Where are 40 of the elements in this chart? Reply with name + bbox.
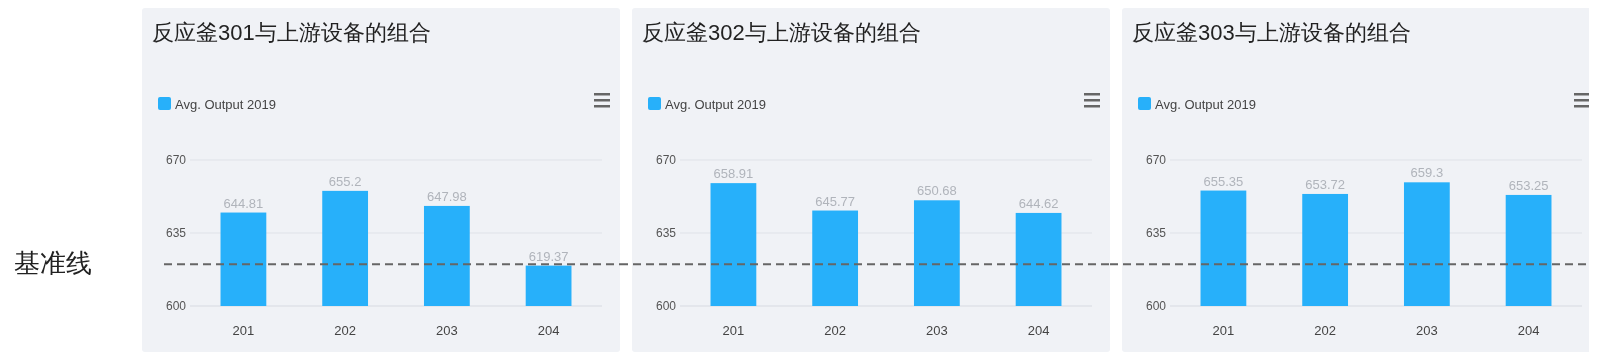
legend-label: Avg. Output 2019 xyxy=(1155,97,1256,112)
y-tick-label: 670 xyxy=(656,153,677,167)
x-tick-label: 203 xyxy=(926,323,948,338)
x-tick-label: 201 xyxy=(1212,323,1235,338)
x-tick-label: 201 xyxy=(722,323,745,338)
data-label: 655.2 xyxy=(328,173,362,189)
data-label: 647.98 xyxy=(426,188,467,204)
y-tick-label: 635 xyxy=(166,226,187,240)
chart-title: 反应釜301与上游设备的组合 xyxy=(152,20,431,45)
y-tick-label: 670 xyxy=(1146,153,1167,167)
x-tick-label: 203 xyxy=(1416,323,1438,338)
y-tick-label: 635 xyxy=(1146,226,1167,240)
x-tick-label: 204 xyxy=(1517,323,1540,338)
x-tick-label: 202 xyxy=(334,323,356,338)
y-tick-label: 600 xyxy=(656,299,677,313)
x-tick-label: 204 xyxy=(1027,323,1050,338)
x-tick-label: 202 xyxy=(824,323,846,338)
chart-title: 反应釜303与上游设备的组合 xyxy=(1132,20,1411,45)
x-tick-label: 203 xyxy=(436,323,458,338)
y-tick-label: 600 xyxy=(166,299,187,313)
data-label: 650.68 xyxy=(916,183,957,199)
data-label: 645.77 xyxy=(815,193,856,209)
y-tick-label: 670 xyxy=(166,153,187,167)
ref-line-label: 基准线 xyxy=(14,248,92,279)
x-tick-label: 201 xyxy=(232,323,255,338)
y-tick-label: 600 xyxy=(1146,299,1167,313)
data-label: 655.35 xyxy=(1203,173,1244,189)
data-label: 653.72 xyxy=(1305,176,1346,192)
x-tick-label: 204 xyxy=(537,323,560,338)
data-label: 658.91 xyxy=(713,166,754,182)
data-label: 653.25 xyxy=(1508,177,1549,193)
chart-title: 反应釜302与上游设备的组合 xyxy=(642,20,921,45)
x-tick-label: 202 xyxy=(1314,323,1336,338)
data-label: 644.81 xyxy=(223,195,264,211)
data-label: 659.3 xyxy=(1410,165,1444,181)
y-tick-label: 635 xyxy=(656,226,677,240)
legend-label: Avg. Output 2019 xyxy=(175,97,276,112)
data-label: 644.62 xyxy=(1018,195,1059,211)
data-label: 619.37 xyxy=(528,248,569,264)
legend-label: Avg. Output 2019 xyxy=(665,97,766,112)
